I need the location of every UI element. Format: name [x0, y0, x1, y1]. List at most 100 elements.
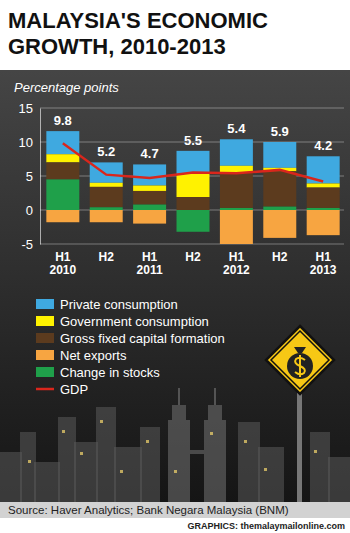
line-series	[63, 143, 323, 181]
building	[96, 407, 116, 502]
money-bag-knot	[294, 347, 306, 353]
bar	[90, 210, 123, 222]
building	[20, 432, 36, 502]
window	[174, 470, 177, 473]
legend-label: Net exports	[60, 348, 127, 363]
credit: GRAPHICS: themalaymailonline.com	[187, 521, 345, 531]
x-tick-label: H2	[272, 250, 288, 264]
y-tick: 15	[19, 101, 40, 116]
sign-pole	[297, 392, 302, 502]
sign-inner	[271, 331, 329, 389]
bar	[263, 171, 296, 206]
x-tick-label: H12011	[137, 250, 163, 277]
window	[264, 468, 267, 471]
building	[238, 422, 260, 502]
window	[28, 460, 31, 463]
x-tick-label-line: H2	[99, 250, 115, 264]
building	[114, 447, 142, 502]
y-axis-title: Percentage points	[14, 80, 119, 95]
bar	[220, 208, 253, 210]
bar-series	[46, 162, 339, 210]
legend-label: Government consumption	[60, 314, 209, 329]
y-tick-label: 0	[26, 203, 33, 218]
window	[314, 450, 317, 453]
bar	[177, 197, 210, 210]
data-label: 4.7	[141, 146, 159, 161]
data-label: 5.5	[184, 133, 202, 148]
building	[258, 447, 284, 502]
x-tick-label: H2	[99, 250, 115, 264]
data-label: 5.4	[227, 121, 246, 136]
money-bag	[287, 353, 313, 379]
tower-spire	[178, 388, 180, 405]
bar-series	[46, 179, 339, 231]
y-tick: -5	[21, 237, 40, 252]
bar	[177, 174, 210, 197]
building	[74, 442, 98, 502]
y-tick: 5	[26, 169, 40, 184]
source-band	[0, 502, 350, 518]
bar	[133, 186, 166, 191]
building	[140, 427, 160, 502]
x-tick-label: H12013	[310, 250, 337, 277]
skybridge	[190, 450, 204, 454]
x-tick: H12011	[137, 249, 163, 277]
x-tick: H2	[272, 249, 288, 264]
window	[210, 432, 213, 435]
x-tick-label-line: H2	[272, 250, 288, 264]
bar	[263, 207, 296, 210]
x-tick-label: H12010	[49, 250, 76, 277]
dollar-glyph	[295, 355, 305, 377]
legend-swatch	[36, 316, 54, 326]
legend-swatch	[36, 333, 54, 343]
tower-spire	[214, 388, 216, 405]
legend-label: GDP	[60, 382, 88, 397]
building	[34, 462, 60, 502]
tower-top	[208, 405, 222, 420]
legend-label: Private consumption	[60, 297, 178, 312]
x-tick: H12010	[49, 249, 76, 277]
infographic: MALAYSIA'S ECONOMICGROWTH, 2010-2013Perc…	[0, 0, 350, 533]
data-labels: 9.85.24.75.55.45.94.2	[54, 113, 332, 161]
x-tick-label: H2	[185, 250, 201, 264]
bar-series	[46, 210, 339, 244]
tower-top	[172, 405, 186, 420]
window	[62, 430, 65, 433]
bar	[90, 183, 123, 187]
x-tick: H2	[185, 249, 201, 264]
y-axis-line	[40, 109, 41, 245]
x-tick-label-line: H1	[229, 250, 245, 264]
bar	[177, 151, 210, 174]
x-tick: H2	[99, 249, 115, 264]
bar	[46, 179, 79, 210]
grid-line	[40, 108, 344, 109]
x-tick: H12013	[310, 249, 337, 277]
x-tick-label-line: 2011	[137, 263, 163, 277]
data-label: 9.8	[54, 113, 72, 128]
skyline	[0, 388, 350, 502]
bar	[133, 164, 166, 185]
x-tick-label-line: H1	[142, 250, 158, 264]
legend-swatch	[36, 350, 54, 360]
window	[80, 452, 83, 455]
window	[244, 440, 247, 443]
bar	[90, 207, 123, 210]
source: Source: Haver Analytics; Bank Negara Mal…	[8, 504, 289, 516]
legend-swatch	[36, 299, 54, 309]
bar	[307, 188, 340, 208]
bar	[46, 162, 79, 179]
bar	[90, 187, 123, 207]
x-tick: H12012	[223, 249, 250, 277]
legend-label: Gross fixed capital formation	[60, 331, 225, 346]
tower	[168, 420, 190, 502]
panel-background	[0, 70, 350, 502]
title-band	[0, 0, 350, 70]
data-label: 5.9	[271, 124, 289, 139]
plot-area	[46, 131, 339, 244]
y-tick-label: 10	[19, 135, 33, 150]
window	[100, 420, 103, 423]
legend: Private consumption Government consumptio…	[36, 297, 225, 397]
window	[146, 440, 149, 443]
title-line: MALAYSIA'S ECONOMIC	[8, 8, 268, 33]
tower	[204, 420, 226, 502]
